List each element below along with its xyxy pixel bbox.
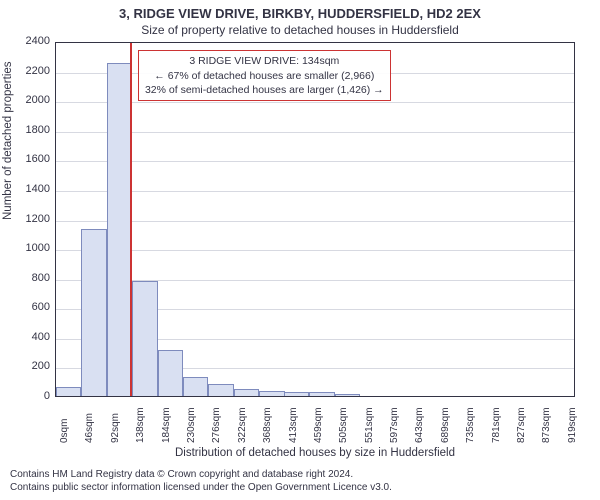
xtick-label: 413sqm [288, 407, 296, 443]
xtick-label: 689sqm [440, 407, 448, 443]
xtick-label: 138sqm [135, 407, 143, 443]
gridline [56, 250, 574, 251]
ytick-label: 600 [0, 301, 50, 313]
histogram-bar [81, 229, 106, 396]
xtick-label: 0sqm [59, 419, 67, 443]
chart-title: 3, RIDGE VIEW DRIVE, BIRKBY, HUDDERSFIEL… [0, 0, 600, 21]
footer-line2: Contains public sector information licen… [10, 481, 590, 494]
gridline [56, 161, 574, 162]
xtick-label: 46sqm [84, 413, 92, 443]
xtick-label: 276sqm [211, 407, 219, 443]
histogram-bar [56, 387, 81, 396]
xtick-label: 827sqm [516, 407, 524, 443]
ytick-label: 1600 [0, 153, 50, 165]
annotation-line1: 3 RIDGE VIEW DRIVE: 134sqm [145, 54, 384, 68]
plot-area: 3 RIDGE VIEW DRIVE: 134sqm ← 67% of deta… [55, 42, 575, 397]
histogram-bar [132, 281, 157, 396]
xtick-label: 735sqm [465, 407, 473, 443]
footer: Contains HM Land Registry data © Crown c… [0, 464, 600, 500]
chart-subtitle: Size of property relative to detached ho… [0, 21, 600, 37]
histogram-bar [208, 384, 233, 396]
histogram-bar [234, 389, 259, 396]
ytick-label: 800 [0, 272, 50, 284]
gridline [56, 102, 574, 103]
ytick-label: 2000 [0, 94, 50, 106]
xtick-label: 459sqm [313, 407, 321, 443]
xtick-label: 368sqm [262, 407, 270, 443]
xtick-label: 597sqm [389, 407, 397, 443]
annotation-line2: ← 67% of detached houses are smaller (2,… [145, 69, 384, 83]
annotation-line3: 32% of semi-detached houses are larger (… [145, 83, 384, 97]
chart-container: 3, RIDGE VIEW DRIVE, BIRKBY, HUDDERSFIEL… [0, 0, 600, 500]
histogram-bar [284, 392, 309, 396]
histogram-bar [259, 391, 284, 396]
xtick-label: 873sqm [541, 407, 549, 443]
x-axis-label: Distribution of detached houses by size … [55, 447, 575, 459]
y-axis-label: Number of detached properties [2, 61, 14, 220]
histogram-bar [158, 350, 183, 396]
gridline [56, 221, 574, 222]
xtick-label: 551sqm [364, 407, 372, 443]
xtick-label: 643sqm [414, 407, 422, 443]
xtick-label: 230sqm [186, 407, 194, 443]
annotation-box: 3 RIDGE VIEW DRIVE: 134sqm ← 67% of deta… [138, 50, 391, 101]
ytick-label: 200 [0, 360, 50, 372]
ytick-label: 2200 [0, 65, 50, 77]
xtick-label: 505sqm [338, 407, 346, 443]
ytick-label: 1000 [0, 242, 50, 254]
property-marker-line [130, 43, 132, 396]
ytick-label: 1200 [0, 213, 50, 225]
histogram-bar [335, 394, 360, 396]
xtick-label: 322sqm [237, 407, 245, 443]
xtick-label: 919sqm [567, 407, 575, 443]
xtick-label: 184sqm [161, 407, 169, 443]
ytick-label: 1800 [0, 124, 50, 136]
histogram-bar [309, 392, 334, 396]
gridline [56, 132, 574, 133]
histogram-bar [183, 377, 208, 396]
ytick-label: 2400 [0, 35, 50, 47]
xtick-label: 92sqm [110, 413, 118, 443]
gridline [56, 191, 574, 192]
ytick-label: 1400 [0, 183, 50, 195]
ytick-label: 400 [0, 331, 50, 343]
x-ticks: 0sqm 46sqm 92sqm 138sqm 184sqm 230sqm 276sqm 32… [55, 397, 575, 447]
footer-line1: Contains HM Land Registry data © Crown c… [10, 468, 590, 481]
ytick-label: 0 [0, 390, 50, 402]
histogram-bar [107, 63, 132, 396]
xtick-label: 781sqm [491, 407, 499, 443]
